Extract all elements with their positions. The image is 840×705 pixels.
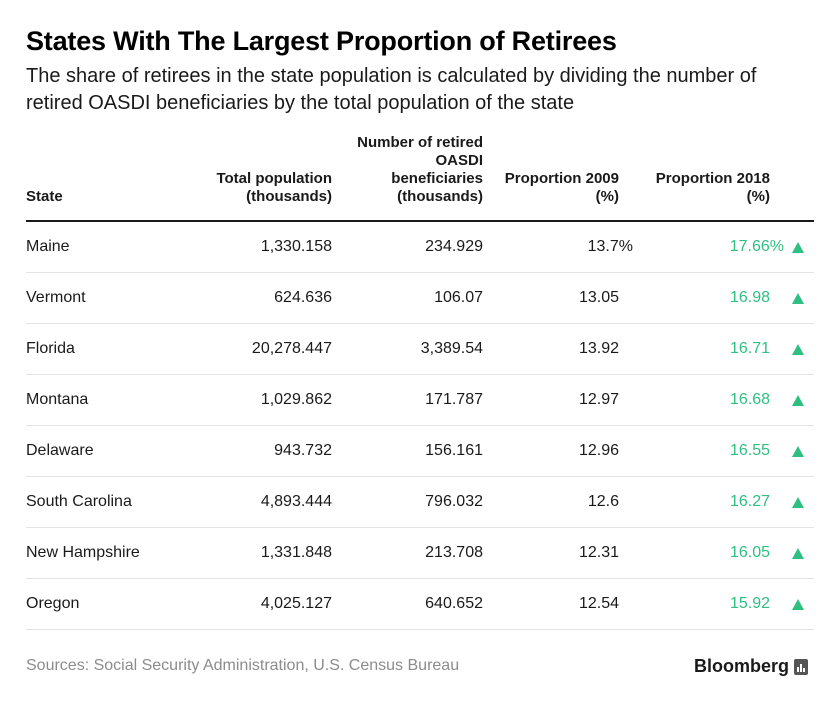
cell-proportion-2018: 16.98 — [729, 289, 770, 306]
page-subtitle: The share of retirees in the state popul… — [26, 65, 757, 114]
table-header: State Total population (thousands) Number… — [26, 134, 814, 222]
trend-up-icon — [792, 242, 804, 253]
cell-proportion-2018: 17.66% — [729, 238, 784, 255]
table-row: South Carolina 4,893.444 796.032 12.6 16.27 — [26, 477, 814, 528]
cell-proportion-2018: 16.27 — [729, 493, 770, 510]
cell-state: New Hampshire — [26, 544, 140, 561]
cell-population: 20,278.447 — [251, 340, 332, 357]
brand-logo: Bloomberg — [694, 656, 808, 677]
column-header-population: Total population (thousands) — [216, 170, 332, 205]
cell-proportion-2018: 15.92 — [729, 595, 770, 612]
cell-proportion-2009: 12.97 — [578, 391, 619, 408]
table-body: Maine 1,330.158 234.929 13.7% 17.66% Vermont 6… — [26, 222, 814, 630]
cell-population: 4,893.444 — [260, 493, 332, 510]
cell-retired-beneficiaries: 213.708 — [425, 544, 483, 561]
cell-proportion-2009: 13.7% — [587, 238, 633, 255]
cell-state: Montana — [26, 391, 89, 408]
brand-name: Bloomberg — [693, 656, 789, 676]
cell-state: Vermont — [26, 289, 86, 306]
cell-proportion-2009: 12.6 — [587, 493, 619, 510]
column-header-proportion-2009: Proportion 2009 (%) — [504, 170, 619, 205]
cell-state: Oregon — [26, 595, 80, 612]
trend-up-icon — [792, 599, 804, 610]
trend-up-icon — [792, 344, 804, 355]
trend-up-icon — [792, 293, 804, 304]
table-row: Vermont 624.636 106.07 13.05 16.98 — [26, 273, 814, 324]
cell-proportion-2018: 16.05 — [729, 544, 770, 561]
cell-retired-beneficiaries: 234.929 — [425, 238, 483, 255]
table-row: New Hampshire 1,331.848 213.708 12.31 16.05 — [26, 528, 814, 579]
cell-population: 1,330.158 — [260, 238, 332, 255]
cell-proportion-2009: 12.54 — [578, 595, 619, 612]
cell-state: Delaware — [26, 442, 94, 459]
cell-state: Florida — [26, 340, 75, 357]
column-header-retired-beneficiaries: Number of retired OASDI beneficiaries (thou… — [357, 134, 483, 205]
source-note: Sources: Social Security Administration,… — [26, 657, 460, 674]
cell-proportion-2009: 13.05 — [578, 289, 619, 306]
table-row: Florida 20,278.447 3,389.54 13.92 16.71 — [26, 324, 814, 375]
cell-proportion-2009: 13.92 — [578, 340, 619, 357]
cell-retired-beneficiaries: 796.032 — [425, 493, 483, 510]
cell-population: 624.636 — [274, 289, 332, 306]
column-header-state: State — [26, 188, 63, 205]
cell-retired-beneficiaries: 156.161 — [425, 442, 483, 459]
cell-population: 1,331.848 — [260, 544, 332, 561]
cell-retired-beneficiaries: 640.652 — [425, 595, 483, 612]
cell-retired-beneficiaries: 106.07 — [434, 289, 483, 306]
cell-state: South Carolina — [26, 493, 132, 510]
cell-population: 943.732 — [274, 442, 332, 459]
cell-state: Maine — [26, 238, 70, 255]
column-header-proportion-2018: Proportion 2018 (%) — [655, 170, 770, 205]
cell-proportion-2018: 16.71 — [729, 340, 770, 357]
cell-proportion-2018: 16.55 — [729, 442, 770, 459]
cell-population: 1,029.862 — [260, 391, 332, 408]
trend-up-icon — [792, 395, 804, 406]
trend-up-icon — [792, 548, 804, 559]
cell-population: 4,025.127 — [260, 595, 332, 612]
table-row: Delaware 943.732 156.161 12.96 16.55 — [26, 426, 814, 477]
page-title: States With The Largest Proportion of Re… — [26, 26, 617, 56]
cell-proportion-2009: 12.96 — [578, 442, 619, 459]
cell-proportion-2009: 12.31 — [578, 544, 619, 561]
cell-proportion-2018: 16.68 — [729, 391, 770, 408]
cell-retired-beneficiaries: 3,389.54 — [420, 340, 483, 357]
trend-up-icon — [792, 446, 804, 457]
table-row: Oregon 4,025.127 640.652 12.54 15.92 — [26, 579, 814, 630]
table-row: Maine 1,330.158 234.929 13.7% 17.66% — [26, 222, 814, 273]
trend-up-icon — [792, 497, 804, 508]
table-row: Montana 1,029.862 171.787 12.97 16.68 — [26, 375, 814, 426]
bloomberg-chart-icon — [794, 658, 808, 675]
cell-retired-beneficiaries: 171.787 — [425, 391, 483, 408]
